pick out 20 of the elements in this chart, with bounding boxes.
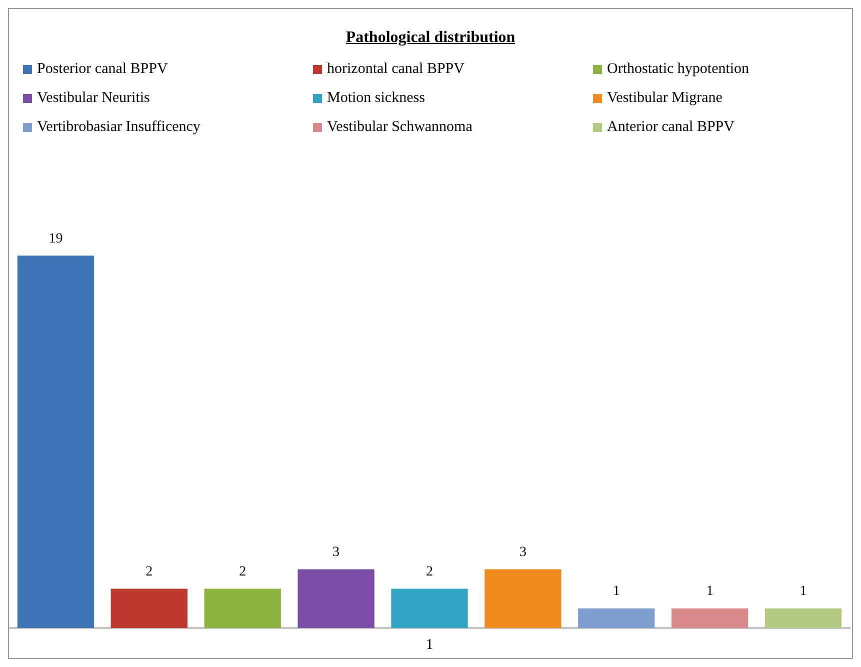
data-label: 2 xyxy=(426,564,433,580)
data-label: 2 xyxy=(146,564,153,580)
data-label: 1 xyxy=(612,584,620,600)
data-label: 3 xyxy=(519,544,526,560)
chart-title: Pathological distribution xyxy=(344,29,516,47)
legend-label: Motion sickness xyxy=(327,90,425,107)
legend-label: Vestibular Schwannoma xyxy=(327,119,472,136)
data-label: 1 xyxy=(800,584,807,600)
legend-label: Vertibrobasiar Insufficency xyxy=(37,119,200,136)
legend-label: Vestibular Migrane xyxy=(607,90,722,107)
legend-label: horizontal canal BPPV xyxy=(327,61,464,78)
data-label: 19 xyxy=(48,231,63,246)
data-label: 3 xyxy=(332,544,340,560)
data-label: 2 xyxy=(239,564,246,580)
legend-label: Posterior canal BPPV xyxy=(37,61,168,78)
legend-label: Vestibular Neuritis xyxy=(37,90,150,107)
legend-label: Orthostatic hypotention xyxy=(607,61,750,78)
legend-label: Anterior canal BPPV xyxy=(607,119,734,136)
x-axis-title: 1 xyxy=(426,636,434,653)
data-label: 1 xyxy=(706,584,714,600)
